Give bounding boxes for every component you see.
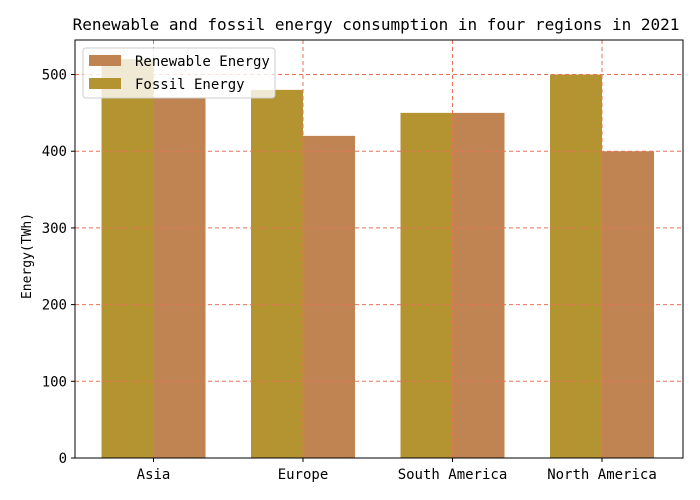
x-tick-label-0: Asia (137, 467, 171, 483)
legend-swatch-fossil (89, 78, 121, 89)
bar-renewable-1 (303, 135, 355, 458)
legend-box (82, 47, 276, 99)
legend-label-fossil: Fossil Energy (135, 77, 245, 93)
y-tick-label-5: 500 (42, 68, 67, 84)
plot-area: 0 100 200 300 400 500 Asia Europe South America N… (42, 39, 684, 483)
bar-fossil-2 (400, 112, 453, 458)
bar-fossil-3 (550, 74, 602, 458)
legend-label-renewable: Renewable Energy (135, 54, 270, 70)
bar-fossil-1 (251, 89, 303, 458)
y-tick-label-4: 400 (42, 144, 67, 160)
bar-renewable-2 (452, 112, 505, 458)
bar-fossil-0 (101, 59, 154, 458)
y-tick-label-1: 100 (42, 374, 67, 390)
y-axis-label: Energy(TWh) (20, 213, 35, 299)
legend: Renewable Energy Fossil Energy (82, 47, 276, 99)
x-tick-label-1: Europe (278, 467, 329, 483)
y-tick-label-3: 300 (42, 221, 67, 237)
y-tick-label-0: 0 (59, 451, 67, 467)
x-tick-label-2: South America (398, 467, 508, 483)
bar-renewable-0 (153, 97, 206, 458)
axes-frame (74, 39, 684, 459)
x-tick-label-3: North America (547, 467, 657, 483)
legend-swatch-renewable (89, 55, 121, 66)
chart-title: Renewable and fossil energy consumption … (73, 15, 680, 34)
y-tick-label-2: 200 (42, 298, 67, 314)
